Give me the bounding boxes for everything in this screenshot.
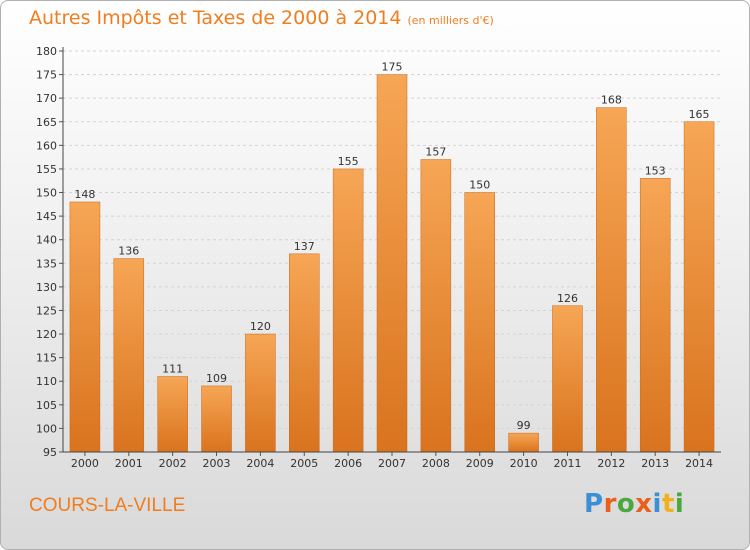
- bar-2001: [113, 258, 145, 453]
- x-tick-label: 2014: [685, 457, 713, 470]
- y-tick-label: 175: [36, 69, 57, 82]
- data-label-2002: 111: [162, 363, 183, 376]
- y-tick-label: 160: [36, 139, 57, 152]
- y-tick-label: 110: [36, 375, 57, 388]
- logo-letter: i: [652, 489, 662, 519]
- x-tick-label: 2012: [597, 457, 625, 470]
- data-labels: 148 136 111 109 120 137 155 175 157 150 99 126 168 15…: [74, 61, 709, 433]
- chart-title: Autres Impôts et Taxes de 2000 à 2014 (en…: [29, 7, 494, 29]
- y-tick-label: 150: [36, 187, 57, 200]
- bar-2007: [376, 74, 408, 453]
- x-tick-label: 2009: [466, 457, 494, 470]
- data-label-2003: 109: [206, 372, 227, 385]
- bar-2009: [464, 192, 495, 453]
- data-label-2006: 155: [338, 155, 359, 168]
- data-label-2005: 137: [294, 240, 315, 253]
- data-label-2010: 99: [517, 419, 531, 432]
- bar-2012: [596, 107, 627, 453]
- data-label-2000: 148: [74, 188, 95, 201]
- bar-2002: [157, 376, 188, 453]
- data-label-2012: 168: [601, 94, 622, 107]
- logo-letter: P: [584, 489, 604, 519]
- data-label-2001: 136: [118, 245, 139, 258]
- logo-letter: x: [635, 489, 653, 519]
- y-tick-label: 115: [36, 352, 57, 365]
- bar-2008: [420, 159, 452, 453]
- x-tick-label: 2010: [510, 457, 538, 470]
- logo-letter: r: [603, 489, 617, 519]
- axes: [62, 47, 721, 453]
- x-tick-label: 2011: [553, 457, 581, 470]
- bars: [69, 74, 715, 453]
- y-axis-ticks: 95 100 105 110 115 120 125 130 135 140 145 150 155 16…: [36, 45, 63, 459]
- y-tick-label: 105: [36, 399, 57, 412]
- bar-2005: [289, 253, 320, 453]
- bar-2013: [639, 178, 671, 453]
- bar-2000: [69, 201, 101, 453]
- data-label-2013: 153: [645, 164, 666, 177]
- y-tick-label: 170: [36, 92, 57, 105]
- y-tick-label: 155: [36, 163, 57, 176]
- x-tick-label: 2002: [159, 457, 187, 470]
- y-tick-label: 140: [36, 234, 57, 247]
- proxiti-logo: Proxiti: [584, 489, 684, 519]
- y-tick-label: 135: [36, 257, 57, 270]
- data-label-2007: 175: [382, 61, 403, 74]
- y-tick-label: 165: [36, 116, 57, 129]
- data-label-2008: 157: [425, 146, 446, 159]
- bar-2011: [552, 305, 583, 453]
- logo-letter: o: [616, 489, 636, 519]
- bar-chart: 95 100 105 110 115 120 125 130 135 140 145 150 155 16…: [36, 45, 721, 470]
- y-tick-label: 100: [36, 422, 57, 435]
- place-name: COURS-LA-VILLE: [29, 495, 186, 516]
- y-tick-label: 125: [36, 304, 57, 317]
- x-tick-label: 2000: [71, 457, 99, 470]
- bar-2010: [508, 432, 539, 453]
- x-tick-label: 2004: [246, 457, 274, 470]
- y-tick-label: 145: [36, 210, 57, 223]
- data-label-2011: 126: [557, 292, 578, 305]
- data-label-2009: 150: [469, 179, 490, 192]
- y-tick-label: 130: [36, 281, 57, 294]
- bar-2014: [683, 121, 715, 453]
- bar-2004: [245, 333, 276, 453]
- x-tick-label: 2001: [115, 457, 143, 470]
- logo-letter: i: [674, 489, 685, 519]
- y-tick-label: 120: [36, 328, 57, 341]
- title-main: Autres Impôts et Taxes de 2000 à 2014: [29, 7, 402, 29]
- x-tick-label: 2007: [378, 457, 406, 470]
- title-unit: (en milliers d'€): [407, 14, 494, 27]
- x-tick-label: 2005: [290, 457, 318, 470]
- x-tick-label: 2006: [334, 457, 362, 470]
- x-tick-label: 2013: [641, 457, 669, 470]
- x-axis-ticks: 2000 2001 2002 2003 2004 2005 2006 2007 2008 2009…: [71, 452, 713, 470]
- y-tick-label: 95: [43, 446, 57, 459]
- x-tick-label: 2008: [422, 457, 450, 470]
- bar-2006: [332, 168, 364, 453]
- bar-2003: [201, 385, 232, 453]
- x-tick-label: 2003: [203, 457, 231, 470]
- y-tick-label: 180: [36, 45, 57, 58]
- logo-letter: t: [661, 489, 675, 519]
- data-label-2004: 120: [250, 320, 271, 333]
- data-label-2014: 165: [689, 108, 710, 121]
